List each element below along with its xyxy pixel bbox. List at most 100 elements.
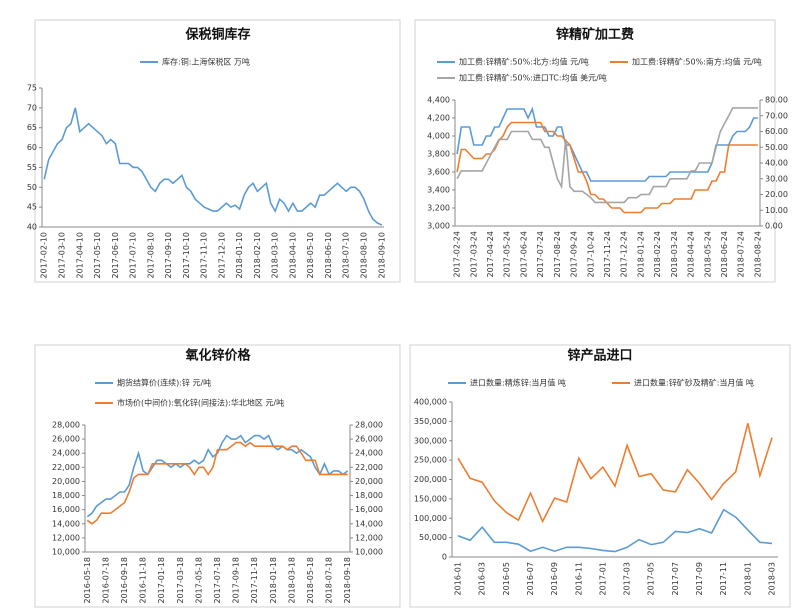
y-tick-label: 10,000 bbox=[52, 548, 80, 557]
y2-tick-label: 18,000 bbox=[355, 491, 383, 500]
x-tick-label: 2016-07-18 bbox=[101, 557, 110, 604]
y-tick-label: 300,000 bbox=[414, 436, 447, 445]
y-tick-label: 12,000 bbox=[52, 533, 80, 542]
y-tick-label: 50,000 bbox=[419, 533, 447, 542]
panel bbox=[409, 344, 791, 608]
x-tick-label: 2018-04-24 bbox=[687, 231, 696, 278]
x-tick-label: 2017-10-24 bbox=[586, 231, 595, 278]
x-tick-label: 2018-03 bbox=[767, 562, 776, 595]
x-tick-label: 2016-11-18 bbox=[139, 557, 148, 604]
series-line bbox=[456, 107, 758, 204]
y-tick-label: 3,000 bbox=[427, 222, 450, 231]
x-tick-label: 2017-09-18 bbox=[232, 557, 241, 604]
y-tick-label: 55 bbox=[27, 163, 37, 172]
x-tick-label: 2018-07-10 bbox=[342, 232, 351, 279]
y2-tick-label: 30.00 bbox=[765, 174, 788, 183]
x-tick-label: 2018-09-10 bbox=[377, 232, 386, 279]
x-tick-label: 2018-01-24 bbox=[636, 231, 645, 278]
x-tick-label: 2018-01-10 bbox=[235, 232, 244, 279]
y-tick-label: 24,000 bbox=[52, 449, 80, 458]
x-tick-label: 2017-12-24 bbox=[620, 231, 629, 278]
y-tick-label: 16,000 bbox=[52, 505, 80, 514]
x-tick-label: 2018-06-24 bbox=[720, 231, 729, 278]
x-tick-label: 2018-02-10 bbox=[253, 232, 262, 279]
y2-tick-label: 10.00 bbox=[765, 206, 788, 215]
y2-tick-label: 50.00 bbox=[765, 143, 788, 152]
y2-tick-label: 28,000 bbox=[355, 421, 383, 430]
legend-label: 进口数量:精炼锌:当月值 吨 bbox=[470, 378, 566, 388]
x-tick-label: 2016-01 bbox=[454, 562, 463, 595]
x-tick-label: 2018-04-10 bbox=[288, 232, 297, 279]
y-tick-label: 40 bbox=[27, 223, 37, 232]
x-tick-label: 2018-08-24 bbox=[753, 231, 762, 278]
y-tick-label: 75 bbox=[27, 84, 37, 93]
series-line bbox=[457, 508, 773, 553]
y-tick-label: 18,000 bbox=[52, 491, 80, 500]
x-tick-label: 2017-01-18 bbox=[157, 557, 166, 604]
x-tick-label: 2018-03-10 bbox=[271, 232, 280, 279]
x-tick-label: 2017-07-10 bbox=[129, 232, 138, 279]
x-tick-label: 2017-11-24 bbox=[603, 231, 612, 278]
x-tick-label: 2017-05 bbox=[647, 562, 656, 595]
chart-title: 锌产品进口 bbox=[567, 348, 632, 364]
x-tick-label: 2018-06-10 bbox=[324, 232, 333, 279]
x-tick-label: 2016-05 bbox=[502, 562, 511, 595]
x-tick-label: 2017-03-18 bbox=[176, 557, 185, 604]
x-tick-label: 2017-06-10 bbox=[111, 232, 120, 279]
legend-label: 市场价(中间价):氧化锌(间接法):华北地区 元/吨 bbox=[117, 398, 284, 408]
x-tick-label: 2016-09-18 bbox=[120, 557, 129, 604]
x-tick-label: 2018-07-18 bbox=[325, 557, 334, 604]
series-line bbox=[457, 423, 773, 524]
y-tick-label: 3,200 bbox=[427, 204, 450, 213]
series-line bbox=[43, 107, 383, 226]
x-tick-label: 2018-03-18 bbox=[287, 557, 296, 604]
y-tick-label: 70 bbox=[27, 103, 37, 112]
x-tick-label: 2017-12-10 bbox=[217, 232, 226, 279]
y2-tick-label: 80.00 bbox=[765, 96, 788, 105]
y-tick-label: 4,400 bbox=[427, 96, 450, 105]
x-tick-label: 2017-05-24 bbox=[503, 231, 512, 278]
x-tick-label: 2017-07-18 bbox=[213, 557, 222, 604]
series-line bbox=[456, 121, 758, 214]
x-tick-label: 2017-11 bbox=[719, 562, 728, 595]
x-tick-label: 2017-09-24 bbox=[570, 231, 579, 278]
legend-label: 加工费:锌精矿:50%:南方:均值 元/吨 bbox=[632, 57, 762, 67]
x-tick-label: 2018-09-18 bbox=[343, 557, 352, 604]
chart-title: 锌精矿加工费 bbox=[556, 27, 634, 43]
x-tick-label: 2016-11 bbox=[574, 562, 583, 595]
x-tick-label: 2016-05-18 bbox=[83, 557, 92, 604]
x-tick-label: 2018-05-24 bbox=[703, 231, 712, 278]
y2-tick-label: 20,000 bbox=[355, 477, 383, 486]
chart-title: 氧化锌价格 bbox=[184, 348, 251, 364]
x-tick-label: 2017-11-18 bbox=[250, 557, 259, 604]
y-tick-label: 14,000 bbox=[52, 519, 80, 528]
x-tick-label: 2017-05-18 bbox=[194, 557, 203, 604]
y-tick-label: 20,000 bbox=[52, 477, 80, 486]
x-tick-label: 2017-07 bbox=[671, 562, 680, 595]
y2-tick-label: 60.00 bbox=[765, 127, 788, 136]
panel bbox=[34, 344, 401, 608]
y2-tick-label: 40.00 bbox=[765, 159, 788, 168]
series-line bbox=[456, 106, 758, 182]
y-tick-label: 65 bbox=[27, 123, 37, 132]
y-tick-label: 350,000 bbox=[414, 417, 447, 426]
y-tick-label: 3,600 bbox=[427, 168, 450, 177]
x-tick-label: 2018-07-24 bbox=[737, 231, 746, 278]
y2-tick-label: 26,000 bbox=[355, 435, 383, 444]
y-tick-label: 26,000 bbox=[52, 435, 80, 444]
chart-title: 保税铜库存 bbox=[184, 27, 250, 43]
legend-label: 期货结算价(连续):锌 元/吨 bbox=[117, 378, 211, 388]
x-tick-label: 2017-03-24 bbox=[469, 231, 478, 278]
y-tick-label: 200,000 bbox=[414, 475, 447, 484]
x-tick-label: 2017-04-24 bbox=[486, 231, 495, 278]
y2-tick-label: 14,000 bbox=[355, 519, 383, 528]
x-tick-label: 2017-03 bbox=[623, 562, 632, 595]
x-tick-label: 2017-03-10 bbox=[57, 232, 66, 279]
y-tick-label: 400,000 bbox=[414, 398, 447, 407]
y2-tick-label: 16,000 bbox=[355, 505, 383, 514]
y2-tick-label: 10,000 bbox=[355, 548, 383, 557]
x-tick-label: 2017-07-24 bbox=[536, 231, 545, 278]
y-tick-label: 22,000 bbox=[52, 463, 80, 472]
